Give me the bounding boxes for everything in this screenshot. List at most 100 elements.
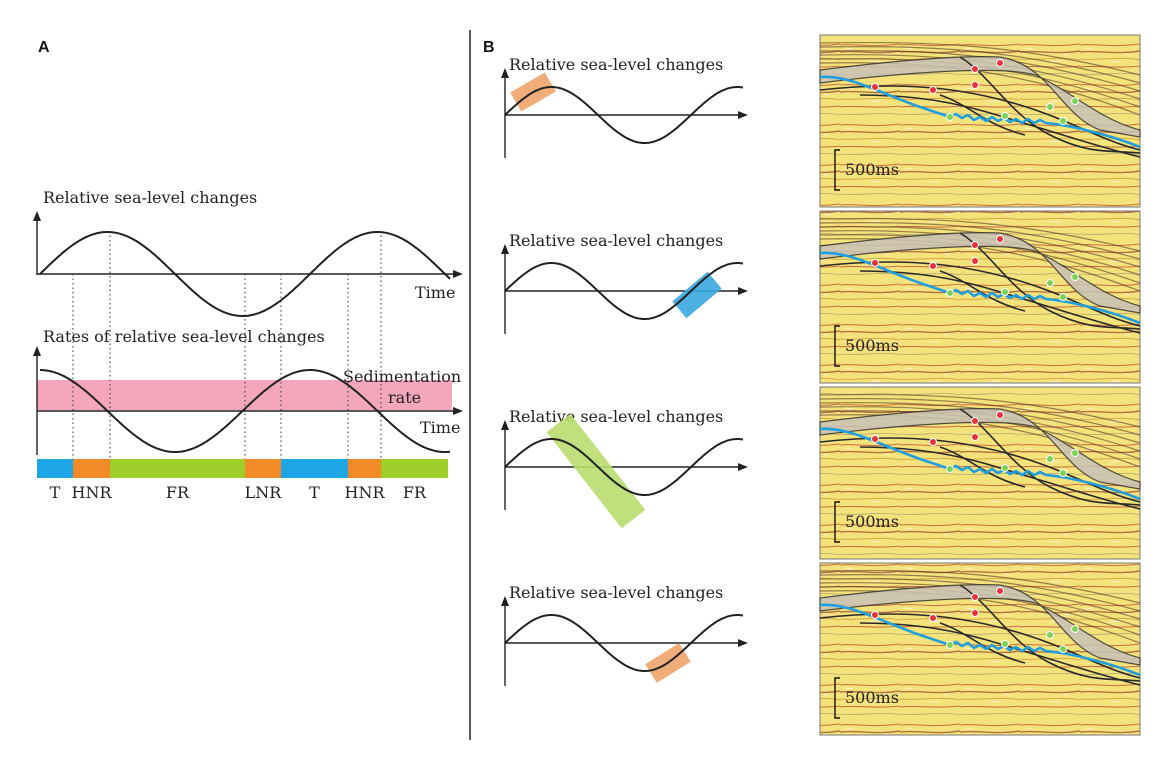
red-marker — [971, 81, 979, 89]
row-caption: Relative sea-level changes — [509, 55, 723, 74]
phase-segment-t — [281, 459, 348, 478]
row-b-4: Relative sea-level changes 500ms — [501, 562, 1141, 736]
phase-label: HNR — [345, 483, 386, 502]
row-caption: Relative sea-level changes — [509, 231, 723, 250]
blue-horizon — [819, 603, 1141, 677]
row-b-1: Relative sea-level changes 500ms — [501, 34, 1141, 208]
red-marker — [971, 65, 979, 73]
green-marker — [1071, 449, 1079, 457]
clinoform-horizon — [859, 446, 1141, 510]
seismic-reflector — [819, 574, 1141, 612]
phase-label: FR — [166, 483, 190, 502]
red-marker — [871, 435, 879, 443]
clinoform-horizon — [959, 584, 1141, 682]
green-marker — [1059, 293, 1067, 301]
red-marker — [929, 614, 937, 622]
prograding-wedge — [819, 231, 1141, 314]
red-marker — [929, 86, 937, 94]
red-marker — [971, 417, 979, 425]
scale-bar — [834, 325, 840, 367]
blue-horizon — [819, 75, 1141, 149]
row-caption: Relative sea-level changes — [509, 583, 723, 602]
top-x-arrowhead — [453, 270, 463, 278]
phase-segment-hnr — [73, 459, 110, 478]
green-marker — [1071, 273, 1079, 281]
panel-b-letter: B — [483, 39, 495, 56]
top-axis-label: Time — [415, 283, 455, 302]
clinoform-horizon — [939, 622, 1026, 664]
prograding-wedge — [819, 583, 1141, 666]
green-marker — [1001, 464, 1009, 472]
row-wave — [504, 614, 744, 672]
green-marker — [1059, 469, 1067, 477]
scale-label: 500ms — [845, 160, 899, 179]
seismic-reflector — [819, 41, 1141, 76]
panel-a: A Relative sea-level changes Time Rates … — [33, 39, 463, 502]
phase-segment-fr — [381, 459, 448, 478]
top-caption: Relative sea-level changes — [43, 188, 257, 207]
clinoform-horizon — [819, 613, 1141, 679]
row-highlight — [546, 413, 646, 529]
phase-bar — [37, 459, 448, 478]
green-marker — [1071, 625, 1079, 633]
bottom-x-arrowhead — [453, 407, 463, 415]
red-marker — [971, 257, 979, 265]
red-marker — [971, 593, 979, 601]
scale-bar — [834, 677, 840, 719]
row-y-arrowhead — [501, 68, 509, 78]
red-marker — [996, 411, 1004, 419]
blue-horizon — [819, 251, 1141, 325]
seismic-reflector — [819, 222, 1141, 260]
red-marker — [871, 259, 879, 267]
red-marker — [871, 611, 879, 619]
clinoform-horizon — [939, 94, 1026, 136]
bottom-y-arrowhead — [33, 346, 41, 356]
row-x-arrowhead — [738, 639, 748, 647]
red-marker — [871, 83, 879, 91]
green-marker — [946, 641, 954, 649]
row-highlight — [672, 271, 722, 319]
green-marker — [1071, 97, 1079, 105]
seismic-reflector — [819, 590, 1141, 644]
green-marker — [1059, 117, 1067, 125]
seismic-reflector — [819, 46, 1141, 84]
seismic-reflector — [819, 569, 1141, 604]
row-caption: Relative sea-level changes — [509, 407, 723, 426]
clinoform-horizon — [939, 446, 1026, 488]
row-b-2: Relative sea-level changes 500ms — [501, 210, 1141, 384]
red-marker — [929, 438, 937, 446]
row-y-arrowhead — [501, 420, 509, 430]
phase-label: LNR — [245, 483, 283, 502]
scale-bar — [834, 149, 840, 191]
row-x-arrowhead — [738, 463, 748, 471]
scale-bar — [834, 501, 840, 543]
scale-label: 500ms — [845, 688, 899, 707]
row-wave — [504, 438, 744, 496]
seismic-reflector — [819, 398, 1141, 436]
clinoform-horizon — [859, 94, 1141, 158]
row-y-arrowhead — [501, 596, 509, 606]
green-marker — [1001, 112, 1009, 120]
prograding-wedge — [819, 407, 1141, 490]
blue-horizon — [819, 427, 1141, 501]
seismic-reflector — [819, 62, 1141, 116]
green-marker — [1046, 279, 1054, 287]
bottom-axis-label: Time — [420, 418, 460, 437]
row-x-arrowhead — [738, 287, 748, 295]
sedimentation-label-1: Sedimentation — [343, 367, 461, 386]
row-x-arrowhead — [738, 111, 748, 119]
sea-level-rate-curve — [40, 369, 451, 453]
seismic-reflector — [819, 217, 1141, 252]
top-y-arrowhead — [33, 211, 41, 221]
red-marker — [996, 587, 1004, 595]
phase-labels: T HNR FR LNR T HNR FR — [50, 483, 427, 502]
phase-segment-hnr — [348, 459, 381, 478]
row-b-3: Relative sea-level changes 500ms — [501, 386, 1141, 560]
clinoform-horizon — [939, 270, 1026, 312]
phase-label: T — [309, 483, 320, 502]
red-marker — [971, 241, 979, 249]
seismic-reflector — [819, 414, 1141, 468]
seismic-reflector — [819, 238, 1141, 292]
